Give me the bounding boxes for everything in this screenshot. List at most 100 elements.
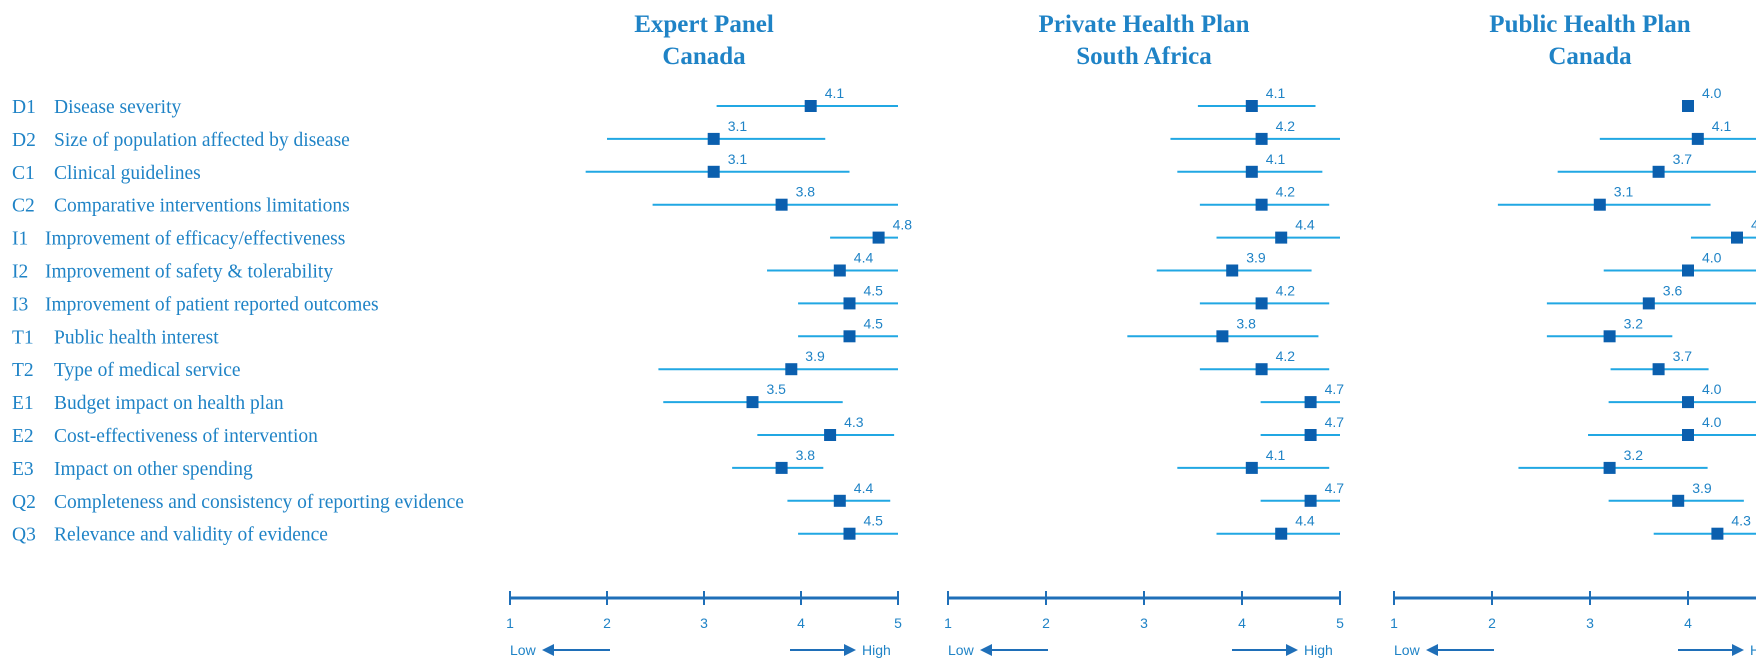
value-label-p3-r7: 3.6 <box>1663 282 1683 298</box>
mean-marker-p2-r10 <box>1304 396 1317 409</box>
mean-marker-p3-r14 <box>1711 527 1724 540</box>
x-tick-label-p2-2: 2 <box>1042 615 1050 631</box>
value-label-p3-r8: 3.2 <box>1624 315 1644 331</box>
value-label-p1-r4: 3.8 <box>796 184 816 200</box>
mean-marker-p2-r3 <box>1245 165 1258 178</box>
x-tick-label-p2-1: 1 <box>944 615 952 631</box>
mean-marker-p2-r14 <box>1275 527 1288 540</box>
panel-title-2-line-1: Private Health Plan <box>1038 11 1249 38</box>
mean-marker-p3-r11 <box>1682 429 1694 441</box>
mean-marker-p2-r11 <box>1304 429 1317 441</box>
value-label-p2-r14: 4.4 <box>1295 513 1315 529</box>
value-label-p1-r1: 4.1 <box>825 85 845 101</box>
value-label-p1-r9: 3.9 <box>805 348 825 364</box>
mean-marker-p2-r12 <box>1245 461 1258 474</box>
value-label-p2-r4: 4.2 <box>1276 184 1296 200</box>
criterion-code-c2: C2 <box>12 196 35 217</box>
value-label-p1-r10: 3.5 <box>767 381 787 397</box>
x-tick-label-p3-3: 3 <box>1586 615 1594 631</box>
value-label-p3-r11: 4.0 <box>1702 414 1722 430</box>
criterion-code-e2: E2 <box>12 426 34 447</box>
high-arrow-head-p1 <box>844 644 856 656</box>
value-label-p1-r8: 4.5 <box>864 315 884 331</box>
criterion-code-d1: D1 <box>12 97 36 118</box>
mean-marker-p3-r1 <box>1682 100 1694 112</box>
low-arrow-head-p1 <box>542 644 554 656</box>
criterion-label-i1: Improvement of efficacy/effectiveness <box>45 229 345 250</box>
low-label-p1: Low <box>510 642 537 658</box>
mean-marker-p1-r10 <box>746 396 759 409</box>
panel-title-3-line-2: Canada <box>1548 43 1632 70</box>
criterion-label-e2: Cost-effectiveness of intervention <box>54 426 318 447</box>
mean-marker-p1-r4 <box>775 198 788 211</box>
mean-marker-p3-r7 <box>1642 297 1655 310</box>
x-tick-label-p2-4: 4 <box>1238 615 1246 631</box>
mean-marker-p3-r10 <box>1682 396 1694 409</box>
mean-marker-p1-r11 <box>824 429 837 441</box>
panel-title-3-line-1: Public Health Plan <box>1489 11 1691 38</box>
mean-marker-p1-r3 <box>707 165 720 178</box>
value-label-p2-r6: 3.9 <box>1246 250 1266 266</box>
value-label-p1-r12: 3.8 <box>796 447 816 463</box>
value-label-p2-r10: 4.7 <box>1325 381 1345 397</box>
value-label-p2-r1: 4.1 <box>1266 85 1286 101</box>
mean-marker-p1-r7 <box>843 297 856 310</box>
x-tick-label-p2-5: 5 <box>1336 615 1344 631</box>
criterion-label-d2: Size of population affected by disease <box>54 130 350 151</box>
value-label-p1-r13: 4.4 <box>854 480 874 496</box>
panel-title-1-line-1: Expert Panel <box>634 11 774 38</box>
x-tick-label-p3-1: 1 <box>1390 615 1398 631</box>
value-label-p2-r9: 4.2 <box>1276 348 1296 364</box>
mean-marker-p3-r2 <box>1691 132 1704 145</box>
value-label-p2-r5: 4.4 <box>1295 217 1315 233</box>
value-label-p3-r3: 3.7 <box>1673 151 1693 167</box>
mean-marker-p1-r14 <box>843 527 856 540</box>
value-label-p1-r11: 4.3 <box>844 414 864 430</box>
high-arrow-head-p2 <box>1286 644 1298 656</box>
value-label-p2-r8: 3.8 <box>1236 315 1256 331</box>
mean-marker-p3-r9 <box>1652 363 1665 376</box>
criterion-label-e3: Impact on other spending <box>54 459 253 480</box>
criterion-code-e3: E3 <box>12 459 34 480</box>
low-label-p2: Low <box>948 642 975 658</box>
mean-marker-p2-r6 <box>1226 264 1239 277</box>
criterion-label-c1: Clinical guidelines <box>54 163 201 184</box>
value-label-p3-r9: 3.7 <box>1673 348 1693 364</box>
criterion-code-i2: I2 <box>12 262 28 283</box>
criterion-code-i1: I1 <box>12 229 28 250</box>
value-label-p1-r6: 4.4 <box>854 250 874 266</box>
mean-marker-p1-r9 <box>785 363 798 376</box>
x-tick-label-p1-5: 5 <box>894 615 902 631</box>
mean-marker-p1-r1 <box>804 100 817 112</box>
value-label-p2-r12: 4.1 <box>1266 447 1286 463</box>
criterion-code-i3: I3 <box>12 294 28 315</box>
x-tick-label-p3-2: 2 <box>1488 615 1496 631</box>
mean-marker-p1-r5 <box>872 231 885 244</box>
mean-marker-p2-r7 <box>1255 297 1268 310</box>
criterion-label-q3: Relevance and validity of evidence <box>54 525 328 546</box>
value-label-p3-r2: 4.1 <box>1712 118 1732 134</box>
mean-marker-p3-r6 <box>1682 264 1694 277</box>
mean-marker-p1-r2 <box>707 132 720 145</box>
value-label-p3-r6: 4.0 <box>1702 250 1722 266</box>
mean-marker-p3-r8 <box>1603 330 1616 343</box>
criterion-code-e1: E1 <box>12 393 34 414</box>
criterion-code-t1: T1 <box>12 327 34 348</box>
high-label-p1: High <box>862 642 891 658</box>
mean-marker-p2-r1 <box>1245 100 1258 112</box>
criterion-label-i3: Improvement of patient reported outcomes <box>45 294 379 315</box>
criterion-code-c1: C1 <box>12 163 35 184</box>
x-tick-label-p1-3: 3 <box>700 615 708 631</box>
criterion-label-t1: Public health interest <box>54 327 219 348</box>
criterion-label-q2: Completeness and consistency of reportin… <box>54 492 464 513</box>
value-label-p3-r12: 3.2 <box>1624 447 1644 463</box>
value-label-p2-r7: 4.2 <box>1276 282 1296 298</box>
x-tick-label-p1-4: 4 <box>797 615 805 631</box>
value-label-p1-r5: 4.8 <box>893 217 913 233</box>
mean-marker-p1-r13 <box>833 494 846 507</box>
value-label-p2-r2: 4.2 <box>1276 118 1296 134</box>
mean-marker-p2-r8 <box>1216 330 1229 343</box>
mean-marker-p2-r13 <box>1304 494 1317 507</box>
mean-marker-p3-r4 <box>1593 198 1606 211</box>
